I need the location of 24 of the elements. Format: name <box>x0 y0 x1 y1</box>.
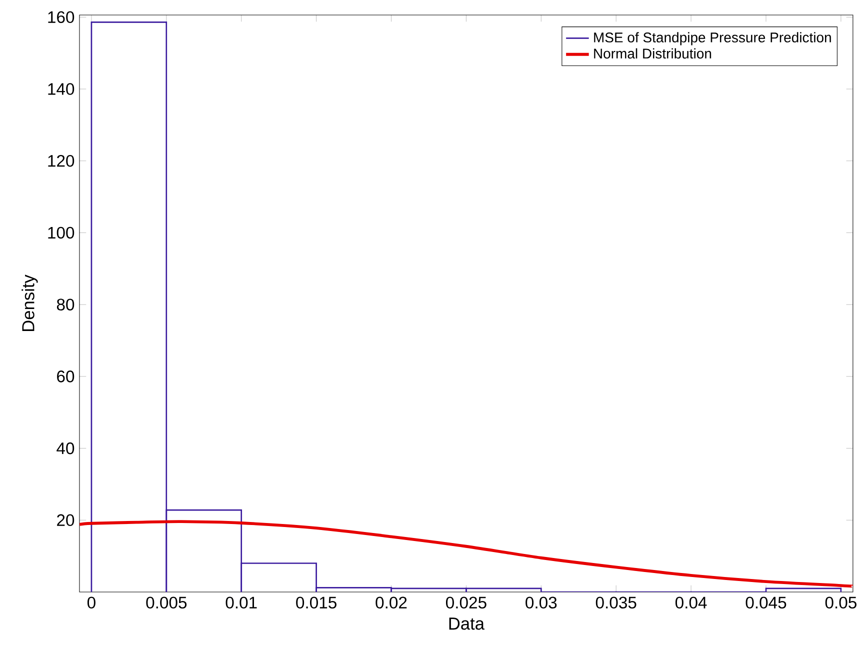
x-tick-label: 0.02 <box>376 596 407 609</box>
y-tick-label: 40 <box>56 442 74 454</box>
y-tick-label: 120 <box>48 154 74 167</box>
x-tick-label: 0.01 <box>226 596 257 609</box>
y-tick-label: 60 <box>57 370 74 382</box>
y-tick-label: 80 <box>56 298 74 310</box>
legend-label: MSE of Standpipe Pressure Prediction <box>594 32 831 46</box>
x-tick-label: 0.05 <box>825 596 856 609</box>
x-tick-label: 0.005 <box>146 596 187 609</box>
y-axis-title: Density <box>22 274 38 331</box>
y-tick-label: 100 <box>48 226 74 239</box>
x-tick-label: 0.015 <box>296 596 336 609</box>
x-tick-label: 0.025 <box>446 596 486 609</box>
x-tick-label: 0.03 <box>526 596 557 609</box>
line-series <box>79 520 853 588</box>
x-tick-label: 0.045 <box>746 596 786 609</box>
legend-label: Normal Distribution <box>594 48 712 59</box>
x-axis-title: Data <box>449 618 485 630</box>
x-tick-label: 0 <box>87 596 96 609</box>
x-tick-label: 0.04 <box>675 596 707 609</box>
y-tick-label: 20 <box>57 514 74 526</box>
y-tick-label: 160 <box>48 11 74 24</box>
x-tick-label: 0.035 <box>596 596 636 609</box>
y-tick-label: 140 <box>48 83 74 95</box>
